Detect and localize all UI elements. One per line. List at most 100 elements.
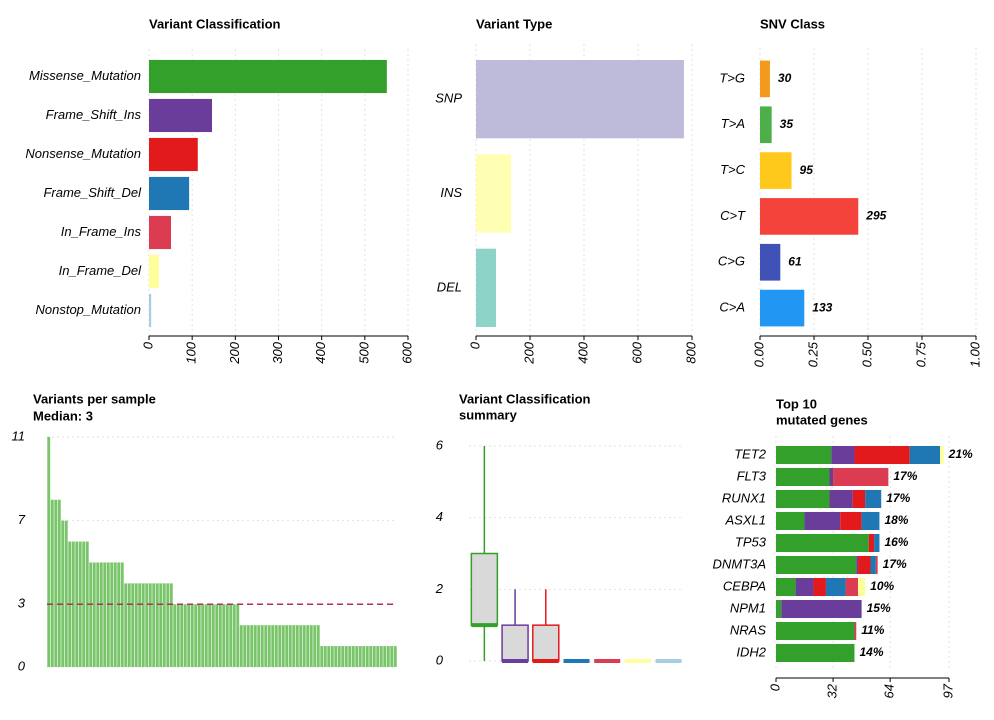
percent-label: 11% bbox=[861, 623, 884, 637]
category-label: T>G bbox=[719, 70, 745, 85]
sample-bar bbox=[288, 625, 292, 667]
bar-segment bbox=[813, 577, 826, 597]
sample-bar bbox=[201, 604, 205, 667]
sample-bar bbox=[194, 604, 198, 667]
bar-segment bbox=[858, 577, 866, 597]
bar bbox=[149, 98, 213, 133]
bar-segment bbox=[776, 643, 855, 663]
bar bbox=[760, 243, 781, 281]
sample-bar bbox=[292, 625, 296, 667]
sample-bar bbox=[316, 625, 320, 667]
sample-bar bbox=[47, 437, 51, 667]
sample-bar bbox=[187, 604, 191, 667]
sample-bar bbox=[127, 583, 131, 667]
x-tick-label: 400 bbox=[575, 341, 590, 363]
y-tick-label: 7 bbox=[18, 512, 26, 527]
x-tick-label: 0 bbox=[140, 341, 155, 349]
sample-bar bbox=[103, 562, 107, 667]
category-label: Frame_Shift_Ins bbox=[46, 107, 142, 122]
sample-bar bbox=[141, 583, 145, 667]
x-tick-label: 32 bbox=[825, 683, 840, 698]
sample-bar bbox=[222, 604, 226, 667]
gene-label: IDH2 bbox=[736, 644, 766, 659]
count-label: 95 bbox=[800, 163, 814, 177]
count-label: 61 bbox=[788, 254, 802, 268]
panel-title: Top 10 bbox=[776, 396, 817, 411]
bar-segment bbox=[854, 445, 910, 465]
sample-bar bbox=[271, 625, 275, 667]
percent-label: 15% bbox=[867, 601, 891, 615]
bar-segment bbox=[845, 577, 859, 597]
bar bbox=[476, 248, 496, 327]
gene-label: TET2 bbox=[734, 446, 767, 461]
bar bbox=[760, 60, 770, 98]
category-label: DEL bbox=[437, 279, 462, 294]
percent-label: 14% bbox=[859, 645, 883, 659]
sample-bar bbox=[327, 646, 331, 667]
x-tick-label: 0 bbox=[467, 341, 482, 349]
sample-bar bbox=[211, 604, 215, 667]
sample-bar bbox=[82, 541, 86, 667]
bar bbox=[760, 106, 772, 144]
sample-bar bbox=[57, 499, 61, 667]
panel-title: Variant Classification bbox=[459, 391, 591, 406]
percent-label: 18% bbox=[884, 513, 908, 527]
sample-bar bbox=[152, 583, 156, 667]
sample-bar bbox=[183, 604, 187, 667]
sample-bar bbox=[250, 625, 254, 667]
sample-bar bbox=[75, 541, 79, 667]
sample-bar bbox=[134, 583, 138, 667]
category-label: T>C bbox=[720, 162, 746, 177]
bar bbox=[149, 215, 172, 250]
sample-bar bbox=[50, 499, 54, 667]
gene-label: NPM1 bbox=[730, 600, 766, 615]
bar-segment bbox=[781, 599, 862, 619]
sample-bar bbox=[278, 625, 282, 667]
sample-bar bbox=[173, 604, 177, 667]
sample-bar bbox=[320, 646, 324, 667]
gene-label: DNMT3A bbox=[713, 556, 766, 571]
bar-segment bbox=[874, 533, 880, 553]
bar-segment bbox=[875, 555, 878, 575]
sample-bar bbox=[393, 646, 397, 667]
sample-bar bbox=[274, 625, 278, 667]
bar-segment bbox=[831, 445, 855, 465]
sample-bar bbox=[390, 646, 394, 667]
bar bbox=[149, 176, 190, 211]
box bbox=[501, 624, 529, 662]
y-tick-label: 6 bbox=[436, 437, 444, 452]
bar-segment bbox=[776, 511, 805, 531]
median-label: Median: 3 bbox=[33, 408, 93, 423]
bar-segment bbox=[825, 577, 846, 597]
bar-segment bbox=[865, 489, 882, 509]
sample-bar bbox=[365, 646, 369, 667]
gene-label: NRAS bbox=[730, 622, 766, 637]
bar-segment bbox=[909, 445, 941, 465]
sample-bar bbox=[376, 646, 380, 667]
category-label: C>A bbox=[719, 300, 745, 315]
sample-bar bbox=[337, 646, 341, 667]
sample-bar bbox=[362, 646, 366, 667]
sample-bar bbox=[89, 562, 93, 667]
bar-segment bbox=[795, 577, 814, 597]
sample-bar bbox=[71, 541, 75, 667]
sample-bar bbox=[232, 604, 236, 667]
x-tick-label: 300 bbox=[270, 341, 285, 363]
bar-segment bbox=[868, 533, 875, 553]
sample-bar bbox=[334, 646, 338, 667]
bar bbox=[760, 198, 859, 235]
x-tick-label: 800 bbox=[683, 341, 698, 363]
sample-bar bbox=[383, 646, 387, 667]
gene-label: FLT3 bbox=[737, 468, 767, 483]
bar-segment bbox=[776, 621, 855, 641]
y-tick-label: 11 bbox=[12, 428, 26, 443]
sample-bar bbox=[330, 646, 334, 667]
sample-bar bbox=[176, 604, 180, 667]
sample-bar bbox=[138, 583, 142, 667]
sample-bar bbox=[92, 562, 96, 667]
sample-bar bbox=[369, 646, 373, 667]
bar-segment bbox=[840, 511, 862, 531]
bar bbox=[149, 293, 152, 328]
sample-bar bbox=[229, 604, 233, 667]
sample-bar bbox=[264, 625, 268, 667]
